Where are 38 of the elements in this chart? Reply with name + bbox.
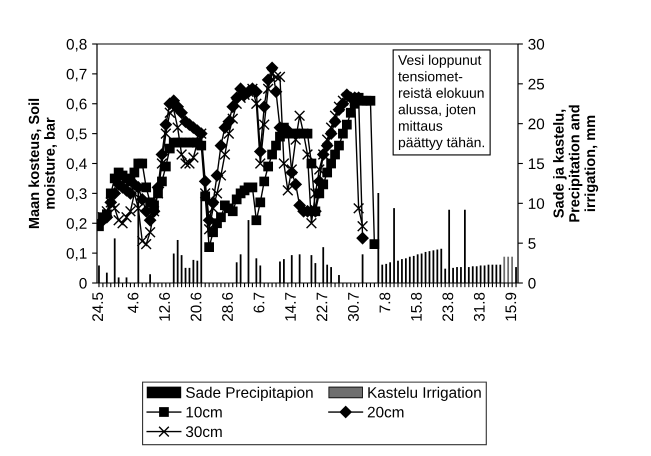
x-tick-label: 6.7 xyxy=(254,292,264,312)
x-tick-label: 22.7 xyxy=(316,292,328,321)
annotation: Vesi loppunut tensiomet- reistä elokuun alussa, joten mittaus päättyy tähän. xyxy=(398,54,484,150)
x-tick-label: 14.7 xyxy=(285,292,296,321)
y-tick-label: 0,5 xyxy=(66,128,87,142)
x-tick-label: 12.6 xyxy=(159,292,170,321)
y2-tick-label: 10 xyxy=(528,198,544,210)
y-tick-label: 0,2 xyxy=(66,218,87,231)
x-tick-label: 15.9 xyxy=(505,292,516,321)
x-tick-label: 4.6 xyxy=(128,292,138,313)
x-tick-label: 28.6 xyxy=(222,292,233,321)
y2-tick-label: 15 xyxy=(528,158,544,170)
legend-label: 30cm xyxy=(186,426,222,438)
legend-label: Kastelu Irrigation xyxy=(368,386,481,401)
x-tick-label: 30.7 xyxy=(348,292,359,322)
y-tick-label: 0,8 xyxy=(66,38,87,52)
y2-tick-label: 5 xyxy=(528,238,536,249)
y2-tick-label: 20 xyxy=(528,118,544,130)
y-tick-label: 0 xyxy=(79,278,87,289)
x-tick-label: 31.8 xyxy=(474,292,485,322)
y2-tick-label: 30 xyxy=(528,38,544,50)
legend-label: 10cm xyxy=(186,406,222,418)
x-tick-label: 15.8 xyxy=(410,292,422,321)
x-tick-label: 7.8 xyxy=(379,292,390,312)
legend-label: 20cm xyxy=(368,406,404,418)
x-tick-label: 20.6 xyxy=(190,292,202,321)
y2-axis-title: Sade ja kastelu, Precipitation and irrigation, mm xyxy=(553,105,598,222)
x-tick-label: 23.8 xyxy=(442,292,454,321)
x-tick-label: 24.5 xyxy=(92,292,104,321)
y2-tick-label: 25 xyxy=(528,78,544,90)
y-tick-label: 0,3 xyxy=(66,188,87,201)
y2-tick-label: 0 xyxy=(528,278,536,289)
legend-label: Sade Precipitapion xyxy=(186,386,313,401)
y-tick-label: 0,4 xyxy=(66,158,87,171)
y-tick-label: 0,1 xyxy=(66,248,87,261)
y-tick-label: 0,6 xyxy=(66,98,87,112)
y-tick-label: 0,7 xyxy=(66,68,87,82)
y-axis-title: Maan kosteus, Soil moisture, bar xyxy=(28,98,57,228)
